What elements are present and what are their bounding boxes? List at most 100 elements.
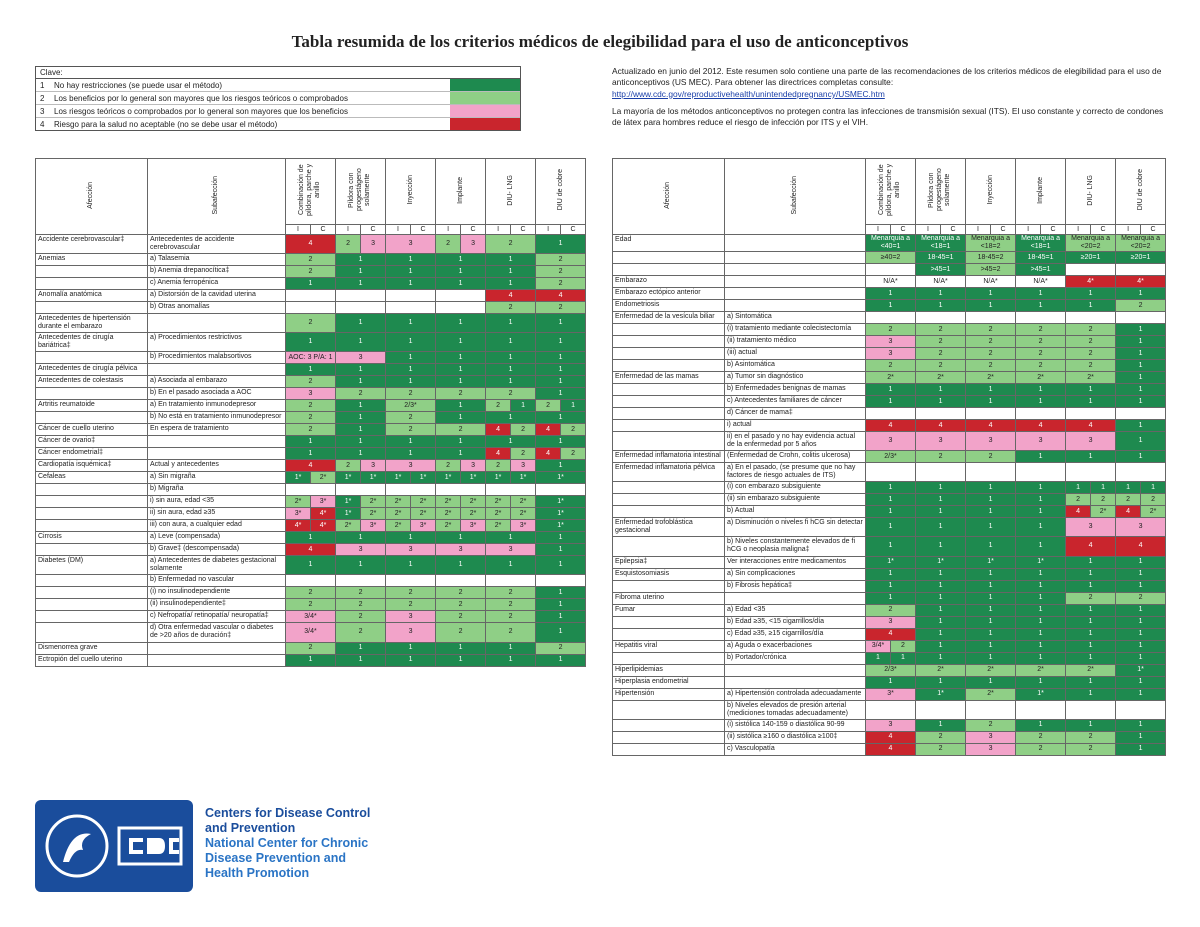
condition	[35, 495, 148, 509]
subcondition: b) Enfermedades benignas de mamas	[724, 383, 866, 397]
category-cell: 1	[915, 395, 967, 409]
category-cell: 1	[1065, 615, 1117, 629]
category-cell: 1	[335, 435, 387, 449]
category-cell: 2	[915, 742, 967, 756]
empty-cell	[335, 301, 387, 315]
category-cell: 2	[965, 347, 1017, 361]
subcondition: b) Actual	[724, 505, 866, 519]
category-cell: 2	[535, 641, 587, 655]
category-cell: 1	[1115, 481, 1142, 495]
category-cell: 1	[865, 651, 891, 665]
empty-cell	[1115, 263, 1167, 277]
key-text: Riesgo para la salud no aceptable (no se…	[54, 119, 278, 129]
category-cell: 1	[385, 531, 437, 545]
table-row: ≥40=2 18-45=1 18-45=2 18-45=1 ≥20=1 ≥20=1	[612, 251, 1167, 265]
category-cell: 2	[435, 610, 487, 624]
table-row: b) Enfermedades benignas de mamas 1 1 1 1 1 1	[612, 383, 1167, 397]
subcondition	[147, 313, 286, 334]
link[interactable]: http://www.cdc.gov/reproductivehealth/un…	[612, 88, 885, 99]
table-row: Diabetes (DM) a) Antecedentes de diabetes…	[35, 555, 587, 576]
ic-header: C	[410, 224, 437, 236]
condition: Hipertensión	[612, 687, 725, 701]
condition	[35, 622, 148, 643]
category-cell: 2	[1015, 335, 1067, 349]
table-row: (ii) sin embarazo subsiguiente 1 1 1 1 2 2 2 2	[612, 493, 1167, 507]
category-cell: 1	[535, 459, 587, 473]
condition: Anemias	[35, 253, 148, 267]
category-cell: 4	[485, 289, 537, 303]
category-cell: 1	[864, 299, 917, 313]
table-row: ii) en el pasado y no hay evidencia actu…	[612, 431, 1167, 452]
key-number: 4	[40, 119, 45, 129]
category-cell: 1	[510, 399, 537, 413]
condition	[35, 610, 148, 624]
category-cell: 1	[284, 277, 337, 291]
condition: Embarazo ectópico anterior	[612, 287, 725, 301]
ic-header: C	[990, 224, 1017, 236]
table-row: Hiperplasia endometrial 1 1 1 1 1 1	[612, 675, 1167, 689]
category-cell: 1	[1115, 347, 1167, 361]
category-cell: 2	[535, 253, 587, 267]
category-cell: 1	[1065, 450, 1117, 464]
subcondition: b) Niveles constantemente elevados de fi…	[724, 536, 866, 557]
category-cell: 2	[284, 423, 337, 437]
category-cell: N/A*	[864, 275, 917, 289]
category-cell: 3	[965, 742, 1017, 756]
ic-header: C	[510, 224, 537, 236]
empty-cell	[535, 574, 587, 588]
category-cell: 1	[965, 567, 1017, 581]
category-cell: 2*	[385, 507, 412, 521]
ic-header: C	[940, 224, 967, 236]
subcondition	[147, 447, 286, 461]
category-cell: 1	[435, 351, 487, 365]
key-swatch	[450, 118, 520, 130]
category-cell: 1	[864, 287, 917, 301]
category-cell: 1*	[915, 555, 967, 569]
category-cell: 1	[335, 253, 387, 267]
logo	[35, 800, 193, 892]
table-row: Embarazo ectópico anterior 1 1 1 1 1 1	[612, 287, 1167, 301]
category-cell: 1*	[485, 471, 512, 485]
category-cell: 4	[1015, 419, 1067, 433]
empty-cell	[1115, 462, 1167, 483]
category-cell: 3	[385, 610, 437, 624]
subcondition: c) Vasculopatía	[724, 742, 866, 756]
category-cell: 2	[385, 586, 437, 600]
category-cell: 2	[535, 399, 562, 413]
method-header-text: Inyección	[986, 175, 994, 205]
category-cell: 1	[1065, 603, 1117, 617]
category-cell: 1	[864, 536, 917, 557]
category-cell: Menarquia a <18=2	[965, 234, 1017, 253]
key-row: 4 Riesgo para la salud no aceptable (no s…	[36, 118, 520, 130]
method-header: DIU- LNG	[1065, 157, 1117, 226]
category-cell: 1	[864, 579, 917, 593]
table-row: Enfermedad inflamatoria pélvica a) En el …	[612, 462, 1167, 483]
category-cell: 2*	[385, 495, 412, 509]
table-row: (iii) actual 3 2 2 2 2 1	[612, 347, 1167, 361]
category-cell: 1*	[915, 687, 967, 701]
category-cell: 2*	[1090, 505, 1117, 519]
subcondition: (ii) sin embarazo subsiguiente	[724, 493, 866, 507]
empty-cell	[385, 483, 437, 497]
category-cell: 2	[385, 411, 437, 425]
category-cell: 1	[1065, 555, 1117, 569]
category-cell: 1	[485, 265, 537, 279]
category-cell: 2*	[1015, 371, 1067, 385]
category-cell: 1*	[1115, 663, 1167, 677]
category-cell: 2*	[410, 507, 437, 521]
subcondition: a) Sin complicaciones	[724, 567, 866, 581]
category-cell: 1	[485, 332, 537, 353]
category-cell: 2/3*	[864, 450, 917, 464]
category-cell: 1	[335, 423, 387, 437]
empty-cell	[1065, 462, 1117, 483]
category-cell: 2*	[965, 687, 1017, 701]
condition: Epilepsia‡	[612, 555, 725, 569]
condition	[612, 699, 725, 720]
category-cell: 2*	[1065, 371, 1117, 385]
category-cell: 2	[965, 450, 1017, 464]
category-cell: 1	[965, 493, 1017, 507]
category-cell: 1	[435, 363, 487, 377]
category-cell: 1	[535, 375, 587, 389]
category-cell: 1	[965, 536, 1017, 557]
category-cell: 1	[435, 265, 487, 279]
